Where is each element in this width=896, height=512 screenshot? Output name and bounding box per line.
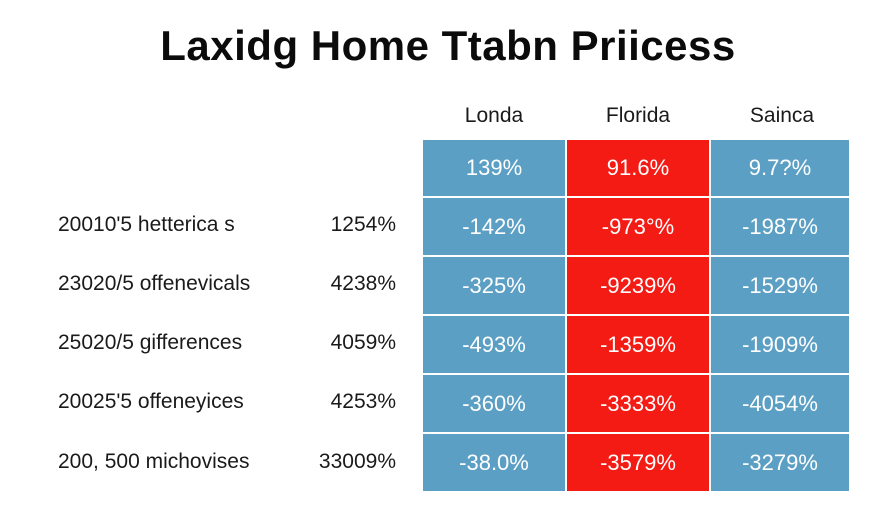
table-cell: -142% xyxy=(423,198,565,255)
table-cell: -38.0% xyxy=(423,434,565,491)
table-cell: -973°% xyxy=(567,198,709,255)
table-cell: -325% xyxy=(423,257,565,314)
table-cell: -493% xyxy=(423,316,565,373)
table-cell: -1909% xyxy=(711,316,849,373)
row-label: 20025'5 offeneyices xyxy=(58,389,244,413)
row-label: 25020/5 gifferences xyxy=(58,330,243,354)
row-label: 23020/5 offenevicals xyxy=(58,271,251,295)
row-value: 1254% xyxy=(330,212,396,236)
column-header: Londa xyxy=(464,104,524,127)
chart-title: Laxidg Home Ttabn Priicess xyxy=(160,22,736,69)
table-cell: -1359% xyxy=(567,316,709,373)
table-header-cell: 139% xyxy=(423,140,565,196)
row-value: 4253% xyxy=(330,389,396,413)
column-header: Sainca xyxy=(749,104,815,127)
column-header: Florida xyxy=(605,104,671,127)
table-cell: -3579% xyxy=(567,434,709,491)
table-header-cell: 91.6% xyxy=(567,140,709,196)
table-cell: -1529% xyxy=(711,257,849,314)
table-cell: -360% xyxy=(423,375,565,432)
table-cell: -3333% xyxy=(567,375,709,432)
data-table: 139% 91.6% 9.7?% -142% -973°% -1987% -325% -923… xyxy=(423,140,849,491)
row-value: 33009% xyxy=(318,449,396,473)
row-value: 4059% xyxy=(330,330,396,354)
table-header-cell: 9.7?% xyxy=(711,140,849,196)
row-value: 4238% xyxy=(330,271,396,295)
table-cell: -1987% xyxy=(711,198,849,255)
row-label: 20010'5 hetterica s xyxy=(58,212,235,236)
table-cell: -3279% xyxy=(711,434,849,491)
row-label: 200, 500 michovises xyxy=(58,449,250,473)
table-cell: -9239% xyxy=(567,257,709,314)
table-cell: -4054% xyxy=(711,375,849,432)
